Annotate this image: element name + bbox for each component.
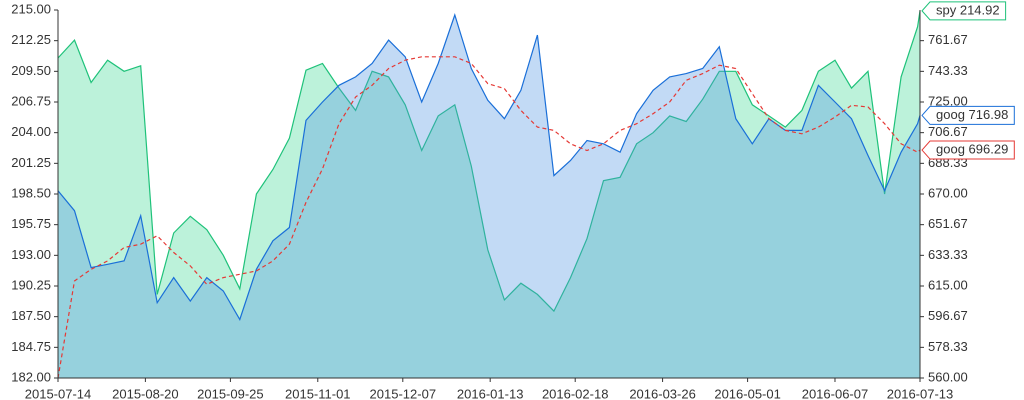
y-tick-label: 204.00: [11, 124, 51, 139]
y2-tick-label: 615.00: [928, 277, 968, 292]
y2-tick-label: 670.00: [928, 185, 968, 200]
y2-tick-label: 743.33: [928, 63, 968, 78]
x-tick-label: 2016-06-07: [802, 386, 869, 400]
y2-tick-label: 725.00: [928, 93, 968, 108]
y-tick-label: 209.50: [11, 63, 51, 78]
y-tick-label: 182.00: [11, 369, 51, 384]
y2-tick-label: 578.33: [928, 339, 968, 354]
end-label-text: goog 696.29: [936, 141, 1008, 156]
x-tick-label: 2016-02-18: [542, 386, 609, 400]
y-tick-label: 195.75: [11, 216, 51, 231]
y2-tick-label: 596.67: [928, 308, 968, 323]
x-tick-label: 2015-07-14: [25, 386, 92, 400]
end-label-box: [921, 1, 1007, 21]
line: [57, 56, 921, 379]
end-label: goog 716.98: [921, 105, 1015, 125]
y2-tick-label: 706.67: [928, 124, 968, 139]
x-tick-label: 2016-07-13: [887, 386, 954, 400]
y2-tick-label: 560.00: [928, 369, 968, 384]
y-tick-label: 212.25: [11, 32, 51, 47]
end-label-box: [921, 140, 1015, 160]
y-tick-label: 201.25: [11, 155, 51, 170]
end-label-box: [921, 105, 1015, 125]
y2-tick-label: 651.67: [928, 216, 968, 231]
line: [57, 10, 921, 313]
y-tick-label: 193.00: [11, 247, 51, 262]
x-tick-label: 2016-03-26: [629, 386, 696, 400]
x-tick-label: 2015-09-25: [197, 386, 264, 400]
area: [58, 10, 920, 379]
y-tick-label: 184.75: [11, 339, 51, 354]
end-label: goog 696.29: [921, 140, 1015, 160]
y-tick-label: 190.25: [11, 277, 51, 292]
x-tick-label: 2015-12-07: [370, 386, 437, 400]
x-tick-label: 2015-08-20: [112, 386, 179, 400]
y2-tick-label: 761.67: [928, 32, 968, 47]
y-tick-label: 187.50: [11, 308, 51, 323]
end-label-text: spy 214.92: [936, 2, 1000, 17]
y2-tick-label: 633.33: [928, 247, 968, 262]
x-tick-label: 2016-05-01: [714, 386, 781, 400]
y-tick-label: 198.50: [11, 185, 51, 200]
end-label: spy 214.92: [921, 1, 1007, 21]
area: [58, 15, 920, 378]
y-tick-label: 215.00: [11, 1, 51, 16]
x-tick-label: 2016-01-13: [457, 386, 524, 400]
end-label-text: goog 716.98: [936, 107, 1008, 122]
y-tick-label: 206.75: [11, 93, 51, 108]
x-tick-label: 2015-11-01: [285, 386, 351, 400]
